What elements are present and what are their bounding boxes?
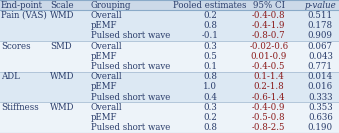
Text: 0.014: 0.014 <box>308 72 333 81</box>
Text: 0.636: 0.636 <box>308 113 333 122</box>
Text: -0.8-2.5: -0.8-2.5 <box>252 123 285 132</box>
Text: -0.1: -0.1 <box>202 31 219 40</box>
Text: 0.8: 0.8 <box>203 72 217 81</box>
Text: 0.8: 0.8 <box>203 21 217 30</box>
Text: 0.067: 0.067 <box>308 41 333 51</box>
Text: Pulsed short wave: Pulsed short wave <box>91 93 170 102</box>
Text: p-value: p-value <box>304 1 336 10</box>
Text: -0.4-1.9: -0.4-1.9 <box>252 21 285 30</box>
Text: Pain (VAS): Pain (VAS) <box>1 11 47 20</box>
Text: 0.3: 0.3 <box>203 41 217 51</box>
Text: Pulsed short wave: Pulsed short wave <box>91 123 170 132</box>
Text: 0.8: 0.8 <box>203 123 217 132</box>
Text: -0.8-0.7: -0.8-0.7 <box>252 31 286 40</box>
Text: WMD: WMD <box>50 103 75 112</box>
Text: Pulsed short wave: Pulsed short wave <box>91 31 170 40</box>
Bar <box>0 61 339 72</box>
Text: pEMF: pEMF <box>91 113 117 122</box>
Text: 0.771: 0.771 <box>308 62 333 71</box>
Text: 0.1-1.4: 0.1-1.4 <box>254 72 284 81</box>
Text: Overall: Overall <box>91 41 122 51</box>
Text: -0.02-0.6: -0.02-0.6 <box>249 41 288 51</box>
Text: 0.511: 0.511 <box>308 11 333 20</box>
Bar <box>0 20 339 31</box>
Text: Grouping: Grouping <box>91 1 131 10</box>
Text: End-point: End-point <box>1 1 43 10</box>
Bar <box>0 72 339 82</box>
Text: ADL: ADL <box>1 72 20 81</box>
Bar <box>0 0 339 10</box>
Bar <box>0 41 339 51</box>
Text: 0.909: 0.909 <box>308 31 333 40</box>
Text: Overall: Overall <box>91 72 122 81</box>
Text: pEMF: pEMF <box>91 52 117 61</box>
Text: pEMF: pEMF <box>91 21 117 30</box>
Text: 1.0: 1.0 <box>203 82 217 92</box>
Bar <box>0 31 339 41</box>
Text: 0.178: 0.178 <box>308 21 333 30</box>
Text: 0.2: 0.2 <box>203 11 217 20</box>
Bar <box>0 92 339 102</box>
Text: Scale: Scale <box>50 1 74 10</box>
Text: Scores: Scores <box>1 41 31 51</box>
Text: 0.333: 0.333 <box>308 93 333 102</box>
Text: pEMF: pEMF <box>91 82 117 92</box>
Bar <box>0 113 339 123</box>
Text: -0.6-1.4: -0.6-1.4 <box>252 93 285 102</box>
Text: 0.1: 0.1 <box>203 62 217 71</box>
Text: Overall: Overall <box>91 103 122 112</box>
Text: 0.4: 0.4 <box>203 93 217 102</box>
Bar <box>0 123 339 133</box>
Text: 0.043: 0.043 <box>308 52 333 61</box>
Text: 0.01-0.9: 0.01-0.9 <box>251 52 287 61</box>
Text: 0.5: 0.5 <box>203 52 217 61</box>
Bar <box>0 51 339 61</box>
Text: 0.353: 0.353 <box>308 103 333 112</box>
Text: -0.4-0.8: -0.4-0.8 <box>252 11 286 20</box>
Text: SMD: SMD <box>50 41 72 51</box>
Text: 0.190: 0.190 <box>308 123 333 132</box>
Text: Pulsed short wave: Pulsed short wave <box>91 62 170 71</box>
Text: 0.016: 0.016 <box>308 82 333 92</box>
Text: 95% CI: 95% CI <box>253 1 285 10</box>
Text: Pooled estimates: Pooled estimates <box>174 1 247 10</box>
Text: -0.4-0.9: -0.4-0.9 <box>252 103 285 112</box>
Text: 0.3: 0.3 <box>203 103 217 112</box>
Bar <box>0 102 339 113</box>
Text: 0.2-1.8: 0.2-1.8 <box>254 82 284 92</box>
Bar <box>0 10 339 20</box>
Text: -0.5-0.8: -0.5-0.8 <box>252 113 286 122</box>
Text: WMD: WMD <box>50 72 75 81</box>
Text: Overall: Overall <box>91 11 122 20</box>
Text: 0.2: 0.2 <box>203 113 217 122</box>
Bar <box>0 82 339 92</box>
Text: -0.4-0.5: -0.4-0.5 <box>252 62 285 71</box>
Text: Stiffness: Stiffness <box>1 103 39 112</box>
Text: WMD: WMD <box>50 11 75 20</box>
